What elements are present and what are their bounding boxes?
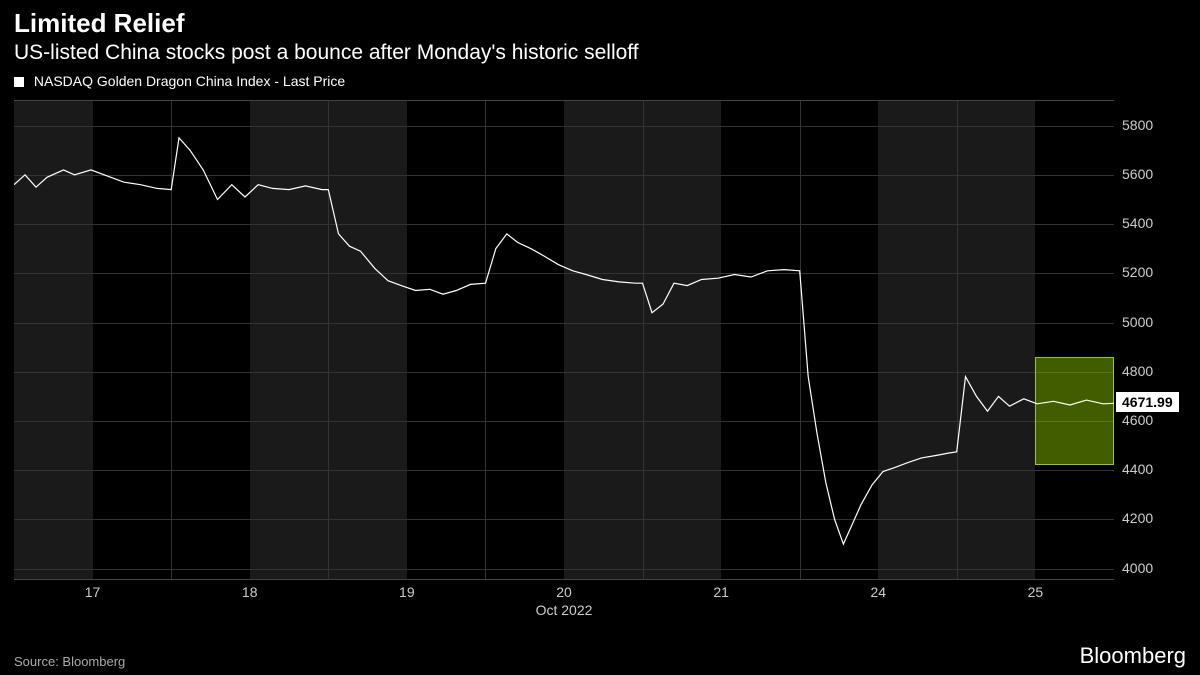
x-tick-label: 25 <box>1028 584 1044 600</box>
chart-subtitle: US-listed China stocks post a bounce aft… <box>14 41 1186 65</box>
x-tick-label: 24 <box>870 584 886 600</box>
y-tick-label: 5200 <box>1122 264 1153 280</box>
x-tick-label: 21 <box>713 584 729 600</box>
price-line <box>14 101 1114 581</box>
last-price-tag: 4671.99 <box>1116 392 1179 412</box>
x-tick-label: 20 <box>556 584 572 600</box>
chart-title: Limited Relief <box>14 8 1186 39</box>
y-tick-label: 4000 <box>1122 560 1153 576</box>
x-tick-label: 17 <box>85 584 101 600</box>
y-tick-label: 4400 <box>1122 461 1153 477</box>
source-text: Source: Bloomberg <box>14 654 125 669</box>
x-tick-label: 19 <box>399 584 415 600</box>
y-tick-label: 5600 <box>1122 166 1153 182</box>
legend-marker-icon <box>14 77 24 87</box>
y-tick-label: 4600 <box>1122 412 1153 428</box>
plot-region <box>14 100 1114 580</box>
y-tick-label: 5400 <box>1122 215 1153 231</box>
x-axis-title: Oct 2022 <box>536 602 593 618</box>
chart-area: Oct 2022 4000420044004600480050005200540… <box>14 100 1186 610</box>
y-tick-label: 4800 <box>1122 363 1153 379</box>
brand-logo: Bloomberg <box>1080 643 1186 669</box>
legend-label: NASDAQ Golden Dragon China Index - Last … <box>34 73 345 89</box>
y-tick-label: 5000 <box>1122 314 1153 330</box>
legend: NASDAQ Golden Dragon China Index - Last … <box>0 67 1200 89</box>
x-tick-label: 18 <box>242 584 258 600</box>
y-tick-label: 5800 <box>1122 117 1153 133</box>
y-tick-label: 4200 <box>1122 510 1153 526</box>
